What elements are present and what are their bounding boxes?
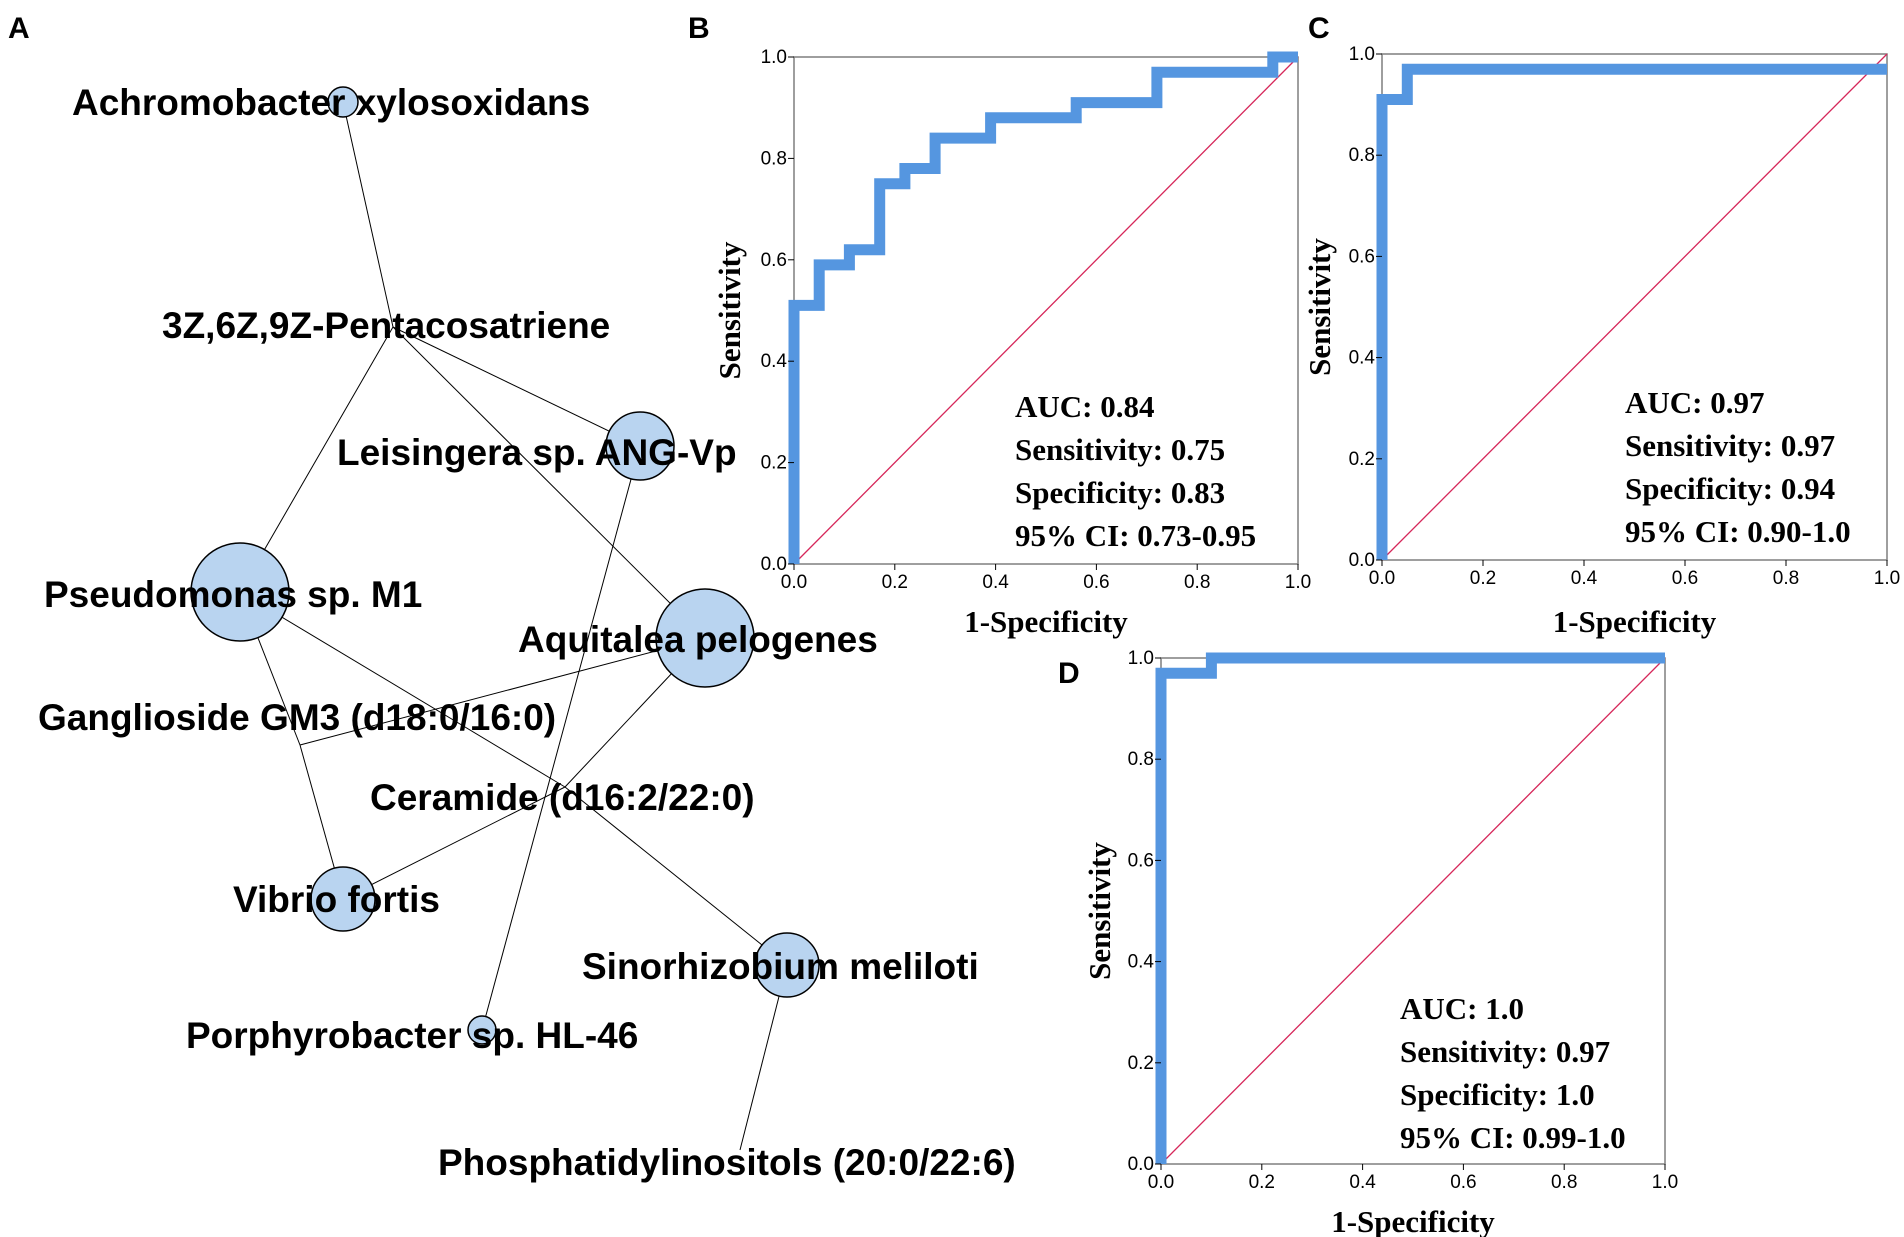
roc-curve [1376,63,1887,560]
network-node-label: Phosphatidylinositols (20:0/22:6) [438,1142,1016,1183]
network-node-label: Aquitalea pelogenes [518,619,878,660]
network-edge [564,786,788,966]
network-node [754,932,820,998]
y-tick-label: 0.2 [1128,1053,1154,1074]
stat-annotation: Sensitivity: 0.75 [1015,432,1225,467]
reference-line [1160,657,1666,1165]
x-tick-label: 0.4 [1349,1172,1376,1193]
x-tick-label: 0.2 [882,572,908,593]
panel-label-d: D [1058,657,1080,690]
stat-annotation: Specificity: 1.0 [1400,1077,1595,1112]
roc-panel-c: C 0.0 0.2 0.4 0.6 0.8 1.0 0.0 0.2 0.4 0.6 0.8 1.0 1-S… [1302,12,1900,639]
y-tick-label: 0.2 [1349,449,1375,470]
stat-annotation: Specificity: 0.94 [1625,471,1835,506]
x-tick-label: 0.8 [1551,1172,1577,1193]
x-tick-label: 0.0 [781,572,807,593]
x-tick-label: 0.2 [1470,568,1496,589]
y-tick-label: 0.4 [1128,952,1155,973]
y-tick-label: 0.0 [1349,550,1375,571]
stat-annotation: 95% CI: 0.73-0.95 [1015,518,1256,553]
network-panel: A Achromobacter xylosoxidans 3Z,6Z,9Z-Pent… [8,12,1016,1183]
x-tick-label: 0.4 [982,572,1009,593]
x-axis-title: 1-Specificity [1553,604,1717,639]
network-node-label: Pseudomonas sp. M1 [44,574,422,615]
network-node-label: Porphyrobacter sp. HL-46 [186,1015,638,1056]
stat-annotation: AUC: 0.97 [1625,385,1765,420]
x-tick-label: 0.6 [1672,568,1698,589]
roc-curve [1155,652,1665,1164]
y-tick-label: 0.6 [761,250,787,271]
y-tick-label: 0.4 [761,351,788,372]
y-tick-label: 0.8 [1128,749,1154,770]
network-node-label: Leisingera sp. ANG-Vp [337,432,737,473]
network-edge [392,326,706,639]
reference-line [1381,53,1888,561]
x-tick-label: 0.4 [1571,568,1598,589]
y-tick-label: 0.2 [761,453,787,474]
network-node [605,411,675,481]
y-tick-label: 0.0 [761,554,787,575]
network-node [190,542,290,642]
panel-label-b: B [688,12,710,45]
network-node-label: Achromobacter xylosoxidans [72,82,590,123]
panel-label-c: C [1308,12,1330,45]
y-tick-label: 0.8 [1349,145,1375,166]
network-node-label: Vibrio fortis [233,879,440,920]
stat-annotation: Specificity: 0.83 [1015,475,1225,510]
y-axis-title: Sensitivity [712,241,747,379]
x-tick-label: 0.0 [1148,1172,1174,1193]
x-tick-label: 0.6 [1083,572,1109,593]
roc-curve [788,51,1298,564]
y-tick-label: 0.4 [1349,348,1376,369]
network-node [467,1015,497,1045]
network-node-label: Sinorhizobium meliloti [582,946,979,987]
stat-annotation: AUC: 0.84 [1015,389,1155,424]
stat-annotation: 95% CI: 0.99-1.0 [1400,1120,1626,1155]
network-edge [392,326,641,447]
y-tick-label: 0.8 [761,148,787,169]
y-tick-label: 0.0 [1128,1154,1154,1175]
stat-annotation: 95% CI: 0.90-1.0 [1625,514,1851,549]
network-node-label: Ceramide (d16:2/22:0) [370,777,755,818]
network-node [655,588,755,688]
reference-line [793,56,1299,565]
x-tick-label: 0.2 [1249,1172,1275,1193]
network-node-label: 3Z,6Z,9Z-Pentacosatriene [162,305,610,346]
network-edge [239,326,394,593]
network-edge [239,591,566,788]
network-node [310,866,376,932]
network-node [327,86,359,118]
y-tick-label: 1.0 [761,47,787,68]
roc-panel-d: D 0.0 0.2 0.4 0.6 0.8 1.0 0.0 0.2 0.4 0.6 0.8 1.0 1-S… [1058,648,1678,1237]
stat-annotation: AUC: 1.0 [1400,991,1524,1026]
stat-annotation: Sensitivity: 0.97 [1400,1034,1610,1069]
y-tick-label: 0.6 [1349,246,1375,267]
x-tick-label: 0.0 [1369,568,1395,589]
panel-label-a: A [8,12,30,45]
y-tick-label: 1.0 [1128,648,1154,669]
y-tick-label: 0.6 [1128,850,1154,871]
y-axis-title: Sensitivity [1302,238,1337,376]
x-tick-label: 0.6 [1450,1172,1476,1193]
x-tick-label: 1.0 [1285,572,1311,593]
network-edge [342,786,566,900]
x-tick-label: 1.0 [1874,568,1900,589]
y-tick-label: 1.0 [1349,44,1375,65]
x-axis-title: 1-Specificity [964,604,1128,639]
x-tick-label: 0.8 [1184,572,1210,593]
x-tick-label: 1.0 [1652,1172,1678,1193]
stat-annotation: Sensitivity: 0.97 [1625,428,1835,463]
roc-panel-b: B 0.0 0.2 0.4 0.6 0.8 1.0 0.0 0.2 0.4 0.6 0.8 1.0 1-S… [688,12,1311,639]
y-axis-title: Sensitivity [1082,842,1117,980]
x-axis-title: 1-Specificity [1331,1204,1495,1237]
network-edge [342,101,394,328]
network-node-label: Ganglioside GM3 (d18:0/16:0) [38,697,556,738]
x-tick-label: 0.8 [1773,568,1799,589]
network-edge [481,445,641,1031]
network-edge [299,637,706,746]
